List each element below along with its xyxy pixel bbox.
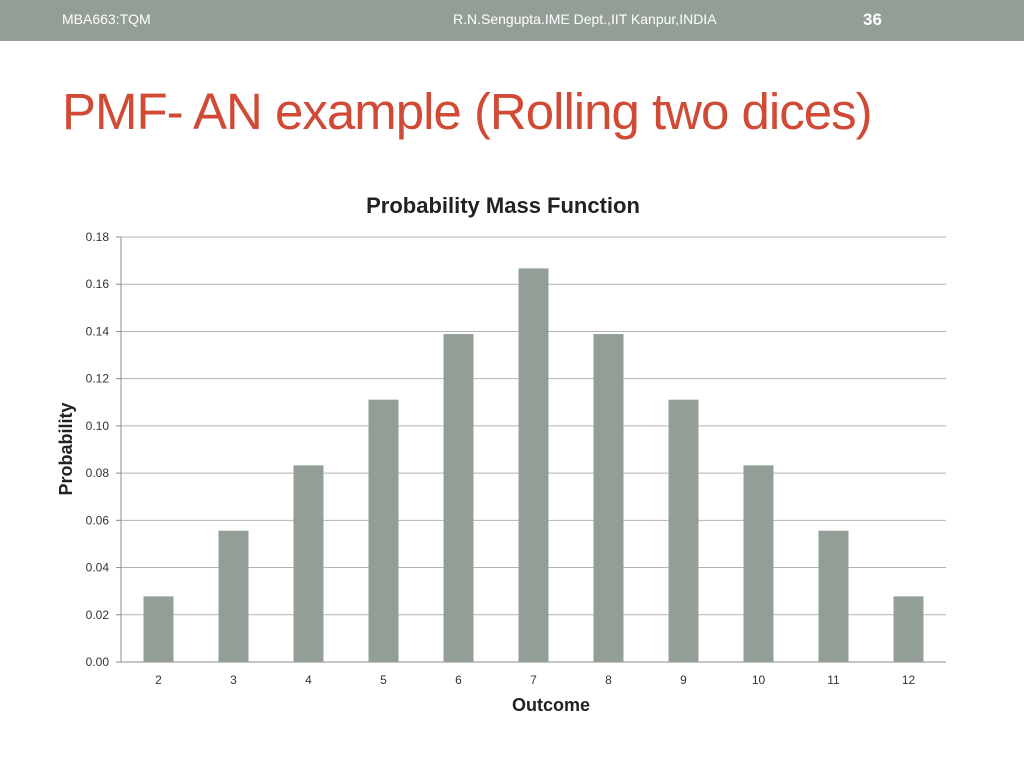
author-affiliation: R.N.Sengupta.IME Dept.,IIT Kanpur,INDIA <box>453 11 717 27</box>
y-tick-label: 0.16 <box>86 277 110 291</box>
bar-8 <box>593 334 624 662</box>
x-tick-label: 10 <box>752 673 766 687</box>
bars <box>143 268 924 662</box>
y-tick-label: 0.02 <box>86 608 110 622</box>
y-tick-labels: 0.00 0.02 0.04 0.06 0.08 0.10 0.12 0.14 0.16 0.18 <box>86 230 110 669</box>
y-tick-label: 0.00 <box>86 655 110 669</box>
bar-3 <box>218 530 249 662</box>
page-number: 36 <box>863 10 882 29</box>
x-tick-label: 2 <box>155 673 162 687</box>
x-tick-label: 11 <box>827 673 840 687</box>
y-tick-label: 0.06 <box>86 513 110 527</box>
x-tick-label: 12 <box>902 673 916 687</box>
x-tick-label: 7 <box>530 673 537 687</box>
y-tick-label: 0.10 <box>86 419 110 433</box>
chart-title: Probability Mass Function <box>366 193 640 218</box>
x-tick-label: 4 <box>305 673 312 687</box>
x-axis-label: Outcome <box>512 695 590 715</box>
x-tick-label: 9 <box>680 673 687 687</box>
y-tick-label: 0.12 <box>86 372 110 386</box>
bar-4 <box>293 465 324 662</box>
header-bar: MBA663:TQM R.N.Sengupta.IME Dept.,IIT Ka… <box>0 0 1024 41</box>
y-tick-label: 0.08 <box>86 466 110 480</box>
y-tick-label: 0.14 <box>86 324 110 338</box>
course-code: MBA663:TQM <box>62 11 151 27</box>
y-tick-label: 0.18 <box>86 230 110 244</box>
x-tick-label: 3 <box>230 673 237 687</box>
bar-6 <box>443 334 474 662</box>
slide-title: PMF- AN example (Rolling two dices) <box>62 83 873 140</box>
bar-10 <box>743 465 774 662</box>
bar-9 <box>668 399 699 662</box>
x-tick-labels: 2 3 4 5 6 7 8 9 10 11 12 <box>155 673 915 687</box>
bar-7 <box>518 268 549 662</box>
x-tick-label: 8 <box>605 673 612 687</box>
bar-2 <box>143 596 174 662</box>
y-tick-label: 0.04 <box>86 561 110 575</box>
x-tick-label: 6 <box>455 673 462 687</box>
x-tick-label: 5 <box>380 673 387 687</box>
bar-12 <box>893 596 924 662</box>
bar-11 <box>818 530 849 662</box>
y-axis-label: Probability <box>56 402 76 495</box>
bar-5 <box>368 399 399 662</box>
